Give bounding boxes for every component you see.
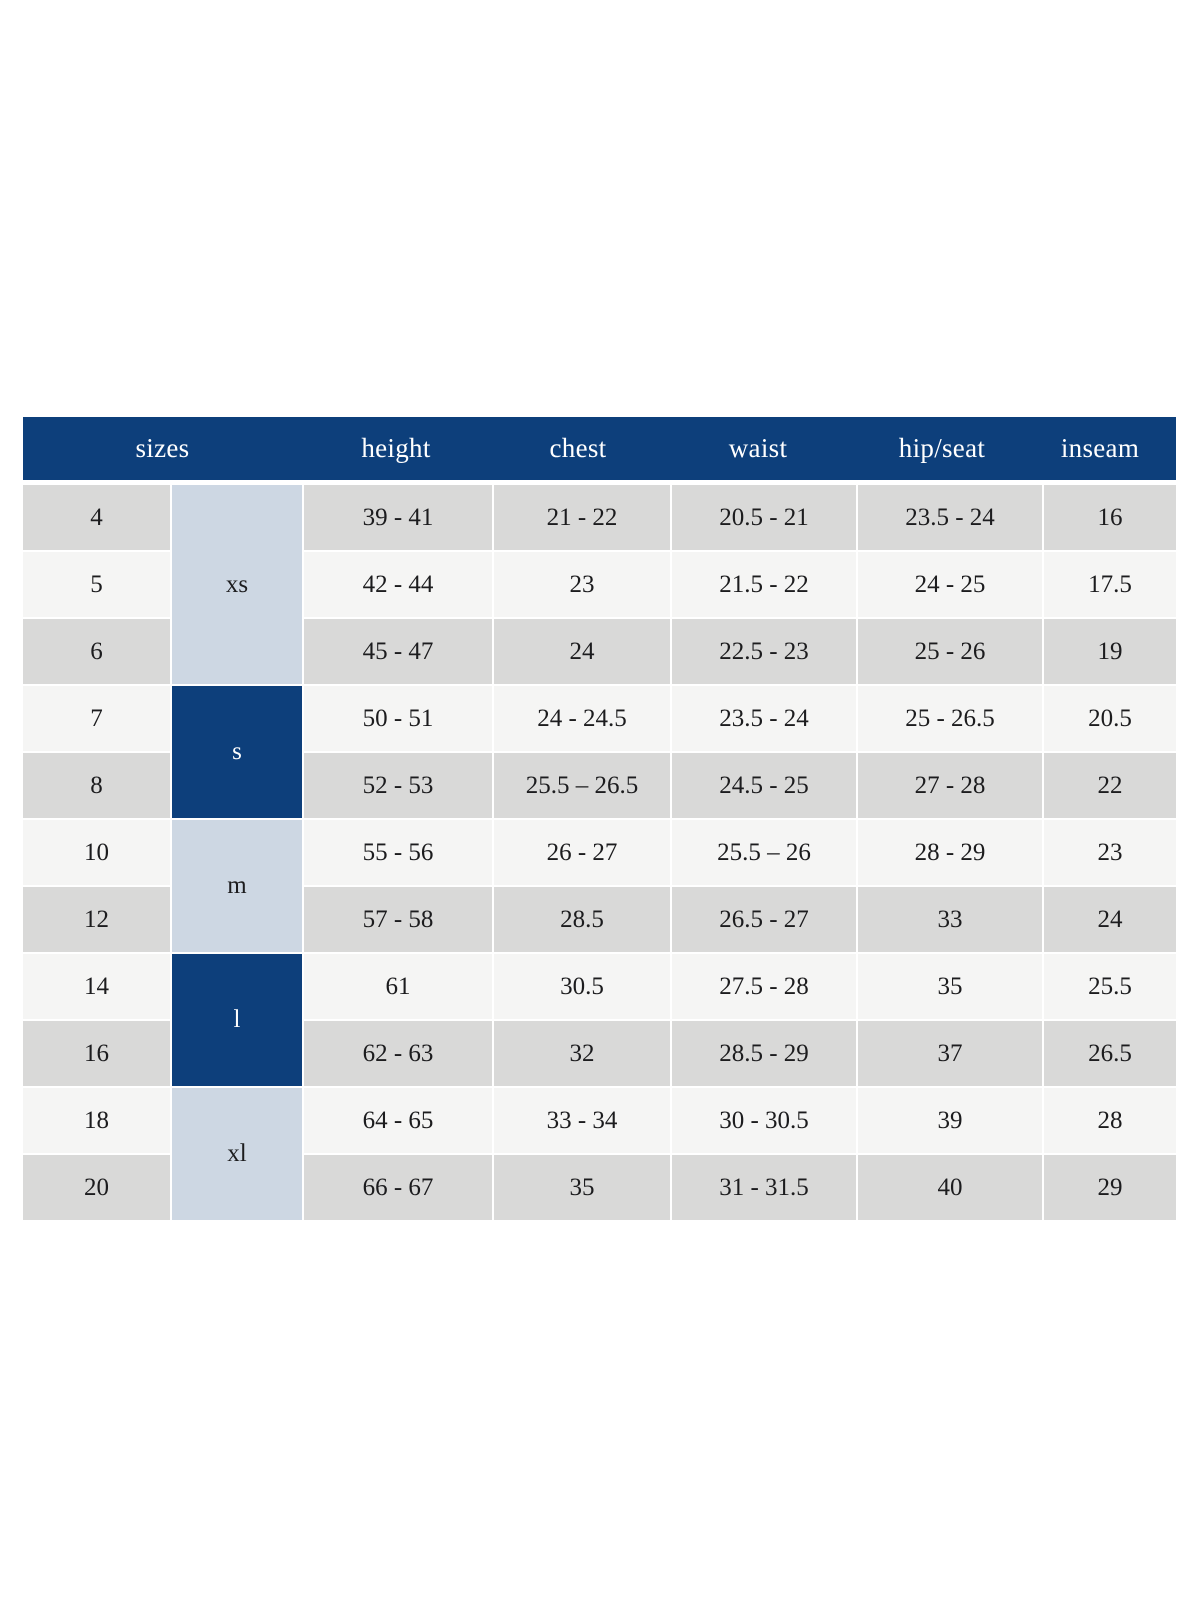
- inseam-cell: 22: [1044, 753, 1176, 818]
- group-cell-xl: xl: [172, 1088, 302, 1220]
- size-cell: 8: [23, 753, 170, 818]
- column-header-inseam: inseam: [1060, 433, 1140, 463]
- waist-cell: 23.5 - 24: [672, 686, 856, 751]
- height-cell: 57 - 58: [304, 887, 492, 952]
- size-cell: 16: [23, 1021, 170, 1086]
- chest-cell: 23: [494, 552, 670, 617]
- waist-cell: 26.5 - 27: [672, 887, 856, 952]
- size-cell: 10: [23, 820, 170, 885]
- chest-cell: 26 - 27: [494, 820, 670, 885]
- waist-cell: 30 - 30.5: [672, 1088, 856, 1153]
- inseam-cell: 25.5: [1044, 954, 1176, 1019]
- hip-seat-cell: 33: [858, 887, 1042, 952]
- hip-seat-cell: 40: [858, 1155, 1042, 1220]
- table-body: 4 xs 39 - 41 21 - 22 20.5 - 21 23.5 - 24…: [23, 485, 1176, 1220]
- chest-cell: 33 - 34: [494, 1088, 670, 1153]
- inseam-cell: 19: [1044, 619, 1176, 684]
- column-header-waist: waist: [728, 433, 788, 463]
- height-cell: 45 - 47: [304, 619, 492, 684]
- chest-cell: 24: [494, 619, 670, 684]
- inseam-cell: 29: [1044, 1155, 1176, 1220]
- waist-cell: 25.5 – 26: [672, 820, 856, 885]
- chest-cell: 35: [494, 1155, 670, 1220]
- waist-cell: 24.5 - 25: [672, 753, 856, 818]
- group-cell-m: m: [172, 820, 302, 952]
- column-header-chest: chest: [549, 433, 607, 463]
- inseam-cell: 16: [1044, 485, 1176, 550]
- chest-cell: 30.5: [494, 954, 670, 1019]
- column-header-sizes: sizes: [135, 433, 190, 463]
- hip-seat-cell: 25 - 26.5: [858, 686, 1042, 751]
- height-cell: 55 - 56: [304, 820, 492, 885]
- group-cell-l: l: [172, 954, 302, 1086]
- height-cell: 66 - 67: [304, 1155, 492, 1220]
- group-cell-xs: xs: [172, 485, 302, 684]
- height-cell: 39 - 41: [304, 485, 492, 550]
- chest-cell: 24 - 24.5: [494, 686, 670, 751]
- waist-cell: 22.5 - 23: [672, 619, 856, 684]
- size-cell: 6: [23, 619, 170, 684]
- chest-cell: 32: [494, 1021, 670, 1086]
- inseam-cell: 23: [1044, 820, 1176, 885]
- inseam-cell: 20.5: [1044, 686, 1176, 751]
- waist-cell: 28.5 - 29: [672, 1021, 856, 1086]
- height-cell: 64 - 65: [304, 1088, 492, 1153]
- size-cell: 4: [23, 485, 170, 550]
- column-header-hip-seat: hip/seat: [898, 433, 986, 463]
- height-cell: 62 - 63: [304, 1021, 492, 1086]
- size-cell: 12: [23, 887, 170, 952]
- hip-seat-cell: 39: [858, 1088, 1042, 1153]
- height-cell: 52 - 53: [304, 753, 492, 818]
- hip-seat-cell: 37: [858, 1021, 1042, 1086]
- waist-cell: 27.5 - 28: [672, 954, 856, 1019]
- hip-seat-cell: 25 - 26: [858, 619, 1042, 684]
- size-cell: 5: [23, 552, 170, 617]
- waist-cell: 20.5 - 21: [672, 485, 856, 550]
- size-cell: 18: [23, 1088, 170, 1153]
- inseam-cell: 28: [1044, 1088, 1176, 1153]
- height-cell: 61: [304, 954, 492, 1019]
- inseam-cell: 17.5: [1044, 552, 1176, 617]
- waist-cell: 21.5 - 22: [672, 552, 856, 617]
- size-chart-table: sizes height chest waist hip/seat inseam…: [23, 417, 1176, 1220]
- height-cell: 50 - 51: [304, 686, 492, 751]
- hip-seat-cell: 28 - 29: [858, 820, 1042, 885]
- hip-seat-cell: 35: [858, 954, 1042, 1019]
- height-cell: 42 - 44: [304, 552, 492, 617]
- chest-cell: 21 - 22: [494, 485, 670, 550]
- size-cell: 7: [23, 686, 170, 751]
- inseam-cell: 26.5: [1044, 1021, 1176, 1086]
- size-cell: 14: [23, 954, 170, 1019]
- hip-seat-cell: 27 - 28: [858, 753, 1042, 818]
- chest-cell: 25.5 – 26.5: [494, 753, 670, 818]
- group-cell-s: s: [172, 686, 302, 818]
- hip-seat-cell: 24 - 25: [858, 552, 1042, 617]
- waist-cell: 31 - 31.5: [672, 1155, 856, 1220]
- size-cell: 20: [23, 1155, 170, 1220]
- hip-seat-cell: 23.5 - 24: [858, 485, 1042, 550]
- table-header-row: sizes height chest waist hip/seat inseam: [23, 417, 1176, 480]
- inseam-cell: 24: [1044, 887, 1176, 952]
- chest-cell: 28.5: [494, 887, 670, 952]
- column-header-height: height: [361, 433, 431, 463]
